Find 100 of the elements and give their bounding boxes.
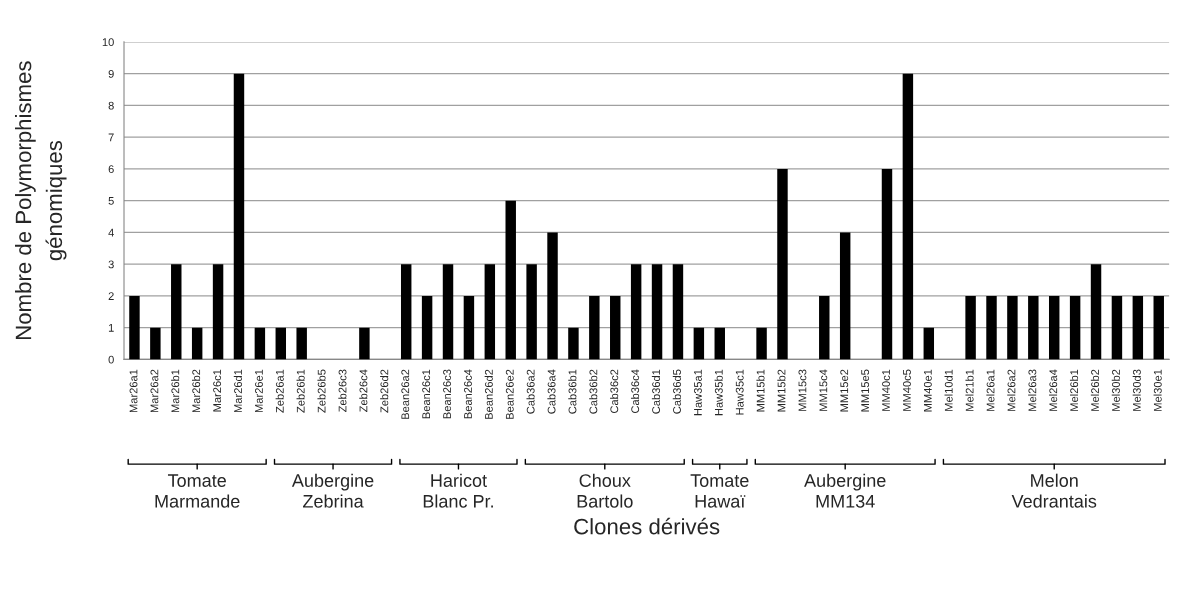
bar: [191, 327, 203, 360]
text: Haricot Blanc Pr.: [423, 473, 493, 508]
y-tick-label: 6: [108, 165, 114, 174]
x-tick-label: MM40c1: [882, 369, 890, 411]
x-tick-label: Mel26b2: [1090, 369, 1100, 411]
bar: [756, 327, 767, 360]
text: Aubergine MM134: [804, 473, 886, 508]
text: Melon Vedrantais: [1011, 473, 1097, 508]
x-tick-label: Cab36d5: [672, 369, 681, 414]
x-tick-label: Cab36c4: [630, 369, 640, 414]
x-tick-label: Mel26a2: [1007, 369, 1016, 411]
x-tick-label: Mel26b1: [1069, 369, 1079, 411]
bar: [965, 295, 976, 360]
x-tick-label: Mel30e1: [1153, 369, 1162, 411]
bar: [777, 168, 788, 360]
text: Tomate Marmande: [155, 474, 240, 508]
bar: [693, 327, 705, 360]
x-tick-label: Mar26a2: [150, 369, 159, 413]
x-tick-label: Mar26b1: [171, 369, 180, 413]
x-tick-label: MM40c5: [903, 369, 911, 411]
y-tick-label: 3: [108, 260, 114, 269]
x-tick-label: Bean26a2: [401, 369, 410, 419]
bar: [359, 327, 370, 360]
x-tick-label: Bean26c3: [443, 369, 451, 419]
y-tick-label: 2: [108, 292, 114, 300]
bar: [1069, 295, 1081, 360]
text: Tomate Hawaï: [690, 474, 749, 508]
x-tick-label: MM40e1: [923, 369, 932, 412]
x-tick-label: Haw35c1: [735, 369, 744, 415]
bar: [254, 327, 266, 360]
x-tick-label: Haw35a1: [693, 369, 702, 416]
x-tick-label: Zeb26b1: [296, 369, 305, 413]
bar: [296, 327, 307, 360]
bar: [1111, 295, 1123, 360]
x-tick-label: MM15c3: [798, 369, 807, 411]
bar: [923, 327, 935, 360]
y-tick-label: 9: [108, 69, 114, 78]
bar: [672, 264, 684, 360]
x-tick-label: Mel21b1: [965, 369, 974, 411]
y-axis-title: Nombre de Polymorphismes génomiques: [15, 61, 67, 340]
bar: [986, 295, 997, 360]
x-tick-label: Bean26d2: [484, 369, 493, 419]
bar: [630, 264, 642, 360]
bar: [129, 295, 140, 360]
x-tick-label: Zeb26c3: [338, 369, 347, 413]
y-tick-label: 5: [108, 197, 114, 205]
bar: [212, 264, 224, 360]
bar: [1048, 295, 1060, 360]
y-tick-label: 0: [108, 355, 114, 364]
x-tick-label: Mel30d3: [1132, 369, 1141, 411]
text: Aubergine Zebrina: [291, 473, 374, 508]
bar: [714, 327, 725, 360]
bar: [1028, 295, 1039, 360]
text: Choux Bartolo: [577, 473, 633, 508]
y-tick-label: 10: [102, 38, 114, 47]
x-tick-label: Cab36c2: [610, 369, 619, 414]
bar: [819, 295, 830, 360]
bar: [526, 264, 537, 360]
bar: [1132, 295, 1144, 360]
x-tick-label: Mel26a3: [1028, 369, 1037, 411]
bar: [1007, 295, 1018, 360]
bar: [568, 327, 579, 360]
x-tick-label: Zeb26c4: [359, 369, 368, 413]
bar: [610, 295, 621, 360]
x-tick-label: MM15e5: [861, 369, 870, 412]
x-tick-label: Bean26c1: [422, 369, 431, 419]
bar: [150, 327, 161, 360]
x-tick-label: MM15e2: [840, 369, 849, 412]
x-tick-label: MM15c4: [819, 369, 828, 411]
bar: [902, 73, 914, 360]
x-tick-label: Mel26a4: [1049, 369, 1058, 411]
bar: [421, 295, 433, 360]
x-tick-label: Cab36d1: [651, 369, 661, 414]
x-tick-label: Mar26d1: [233, 369, 242, 413]
y-tick-label: 8: [108, 101, 114, 110]
bar: [484, 264, 496, 360]
x-tick-label: Cab36a4: [547, 369, 556, 414]
y-tick-label: 7: [108, 133, 114, 142]
x-tick-label: Mar26c1: [213, 369, 222, 412]
x-tick-label: Haw35b1: [714, 369, 723, 416]
bar: [881, 168, 893, 360]
bar: [233, 73, 245, 360]
x-tick-label: Cab36b2: [589, 369, 598, 414]
bar: [505, 200, 516, 360]
x-tick-label: Cab36a2: [526, 369, 535, 414]
y-tick-label: 1: [108, 324, 114, 332]
bar: [839, 232, 851, 360]
x-tick-label: Bean26e2: [505, 369, 514, 419]
bar: [547, 232, 558, 360]
bar: [651, 264, 663, 360]
x-tick-label: MM15b1: [756, 369, 765, 412]
x-tick-label: Mel10d1: [944, 369, 953, 411]
bar: [1090, 264, 1102, 360]
bar: [463, 295, 475, 360]
bar: [589, 295, 600, 360]
y-tick-label: 4: [108, 228, 114, 237]
bar: [442, 264, 454, 360]
x-tick-label: Zeb26b5: [317, 369, 326, 413]
bar: [400, 264, 412, 360]
x-tick-label: Bean26c4: [464, 369, 472, 419]
